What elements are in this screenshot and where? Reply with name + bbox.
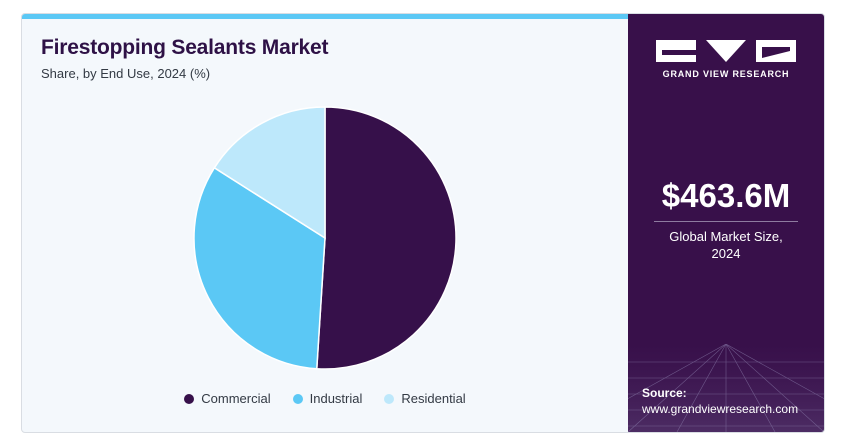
accent-bar — [22, 14, 628, 19]
chart-subtitle: Share, by End Use, 2024 (%) — [41, 66, 211, 81]
source-label: Source: — [642, 386, 687, 400]
value-divider — [654, 221, 798, 222]
infographic-card: Firestopping Sealants Market Share, by E… — [21, 13, 825, 433]
pie-chart — [193, 106, 457, 370]
legend-item-commercial: Commercial — [184, 391, 271, 406]
chart-panel: Firestopping Sealants Market Share, by E… — [22, 14, 628, 432]
market-label-line1: Global Market Size, — [669, 229, 783, 244]
legend-swatch-residential — [384, 393, 395, 404]
legend-label-commercial: Commercial — [201, 391, 271, 406]
brand-name: GRAND VIEW RESEARCH — [662, 69, 790, 79]
summary-panel: GRAND VIEW RESEARCH $463.6M Global Marke… — [628, 14, 824, 432]
market-label-line2: 2024 — [711, 246, 741, 261]
chart-title: Firestopping Sealants Market — [41, 36, 329, 59]
legend-label-residential: Residential — [401, 391, 466, 406]
legend-swatch-industrial — [292, 393, 303, 404]
market-label: Global Market Size, 2024 — [628, 228, 824, 262]
source-url[interactable]: www.grandviewresearch.com — [642, 402, 799, 416]
pie-slice-residential — [213, 106, 326, 240]
market-value: $463.6M — [661, 177, 791, 214]
logo-icon — [656, 40, 796, 62]
legend-label-industrial: Industrial — [309, 391, 363, 406]
legend-item-residential: Residential — [384, 391, 466, 406]
legend-swatch-commercial — [184, 393, 195, 404]
pie-slice-commercial — [315, 106, 457, 370]
chart-legend: Commercial Industrial Residential — [22, 391, 628, 406]
decorative-grid — [628, 344, 824, 432]
legend-item-industrial: Industrial — [292, 391, 363, 406]
